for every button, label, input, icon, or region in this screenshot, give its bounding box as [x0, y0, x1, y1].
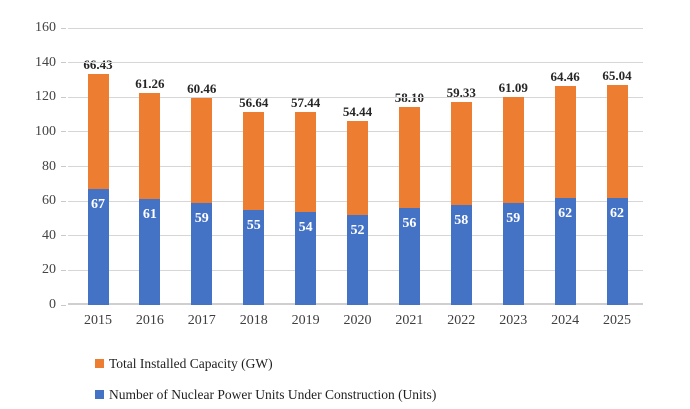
- y-axis-label-120: 120: [35, 89, 56, 105]
- bar-capacity-2016: [139, 93, 161, 200]
- bar-units-2023: [502, 202, 524, 305]
- units-label-2020: 52: [350, 222, 365, 238]
- y-tick-160: [61, 27, 66, 29]
- legend-swatch-icon-1: [95, 390, 104, 399]
- y-axis-label-0: 0: [49, 297, 56, 312]
- y-axis-label-160: 160: [35, 20, 56, 35]
- legend-item-1: Number of Nuclear Power Units Under Cons…: [95, 379, 436, 409]
- x-axis-label-2021: 2021: [395, 313, 424, 328]
- y-tick-60: [61, 200, 66, 202]
- x-axis-label-2017: 2017: [187, 313, 216, 328]
- x-axis-label-2023: 2023: [499, 313, 528, 328]
- bar-capacity-2021: [398, 107, 420, 209]
- y-tick-120: [61, 96, 66, 98]
- legend-label-1: Number of Nuclear Power Units Under Cons…: [109, 386, 437, 402]
- x-axis-label-2016: 2016: [135, 313, 164, 328]
- bar-capacity-2024: [554, 86, 576, 198]
- y-tick-20: [61, 269, 66, 271]
- x-axis-label-2019: 2019: [291, 313, 320, 328]
- legend-item-0: Total Installed Capacity (GW): [95, 348, 436, 379]
- capacity-label-2024: 64.46: [550, 69, 580, 85]
- units-label-2024: 62: [558, 205, 573, 221]
- units-label-2018: 55: [246, 217, 261, 233]
- capacity-label-2021: 58.10: [394, 90, 425, 106]
- bar-capacity-2015: [87, 74, 109, 190]
- bar-units-2016: [139, 199, 161, 305]
- gridline-160: [68, 27, 643, 29]
- capacity-label-2022: 59.33: [446, 84, 476, 100]
- bar-capacity-2019: [295, 112, 317, 212]
- units-label-2017: 59: [194, 210, 209, 226]
- capacity-label-2018: 56.64: [239, 94, 269, 110]
- y-axis-label-100: 100: [35, 123, 56, 139]
- bar-units-2025: [606, 197, 628, 305]
- units-label-2019: 54: [298, 219, 313, 235]
- units-label-2025: 62: [610, 205, 624, 221]
- units-label-2021: 56: [402, 216, 417, 232]
- bar-units-2017: [191, 202, 213, 305]
- y-tick-80: [61, 166, 66, 167]
- bar-capacity-2025: [606, 85, 628, 198]
- bar-units-2018: [243, 209, 265, 305]
- capacity-label-2017: 60.46: [187, 81, 217, 97]
- gridline-120: [68, 96, 643, 98]
- units-label-2023: 59: [506, 210, 521, 226]
- bar-units-2020: [347, 214, 368, 305]
- bar-units-2015: [87, 189, 109, 305]
- x-axis-label-2025: 2025: [603, 313, 631, 328]
- y-axis-label-60: 60: [42, 193, 56, 209]
- y-tick-0: [61, 304, 66, 306]
- y-axis-label-40: 40: [42, 227, 56, 243]
- legend: Total Installed Capacity (GW) Number of N…: [95, 348, 436, 409]
- x-axis-label-2018: 2018: [239, 313, 268, 328]
- legend-label-0: Total Installed Capacity (GW): [109, 355, 273, 371]
- y-tick-140: [61, 62, 66, 64]
- bar-capacity-2022: [450, 101, 472, 205]
- y-axis-label-140: 140: [35, 54, 56, 70]
- capacity-label-2019: 57.44: [290, 95, 321, 111]
- bar-units-2022: [450, 204, 472, 305]
- x-axis-label-2015: 2015: [84, 313, 112, 328]
- bar-capacity-2018: [243, 111, 265, 210]
- y-tick-40: [61, 235, 66, 237]
- legend-swatch-icon-0: [95, 359, 104, 368]
- units-label-2016: 61: [142, 207, 157, 223]
- y-axis-label-80: 80: [42, 158, 56, 174]
- bar-capacity-2023: [502, 97, 524, 203]
- x-axis-label-2022: 2022: [447, 313, 476, 328]
- plot-area: 67 66.43 61 61.26 59 60.46 55 56.64 54 57.44 52 54.…: [61, 27, 643, 306]
- capacity-label-2023: 61.09: [498, 80, 528, 96]
- bar-units-2024: [554, 197, 576, 305]
- units-label-2015: 67: [91, 197, 105, 212]
- y-axis-label-20: 20: [42, 262, 56, 278]
- bar-units-2021: [398, 208, 420, 305]
- units-label-2022: 58: [454, 212, 469, 228]
- y-tick-100: [61, 131, 66, 133]
- capacity-label-2015: 66.43: [83, 57, 113, 72]
- bar-capacity-2017: [191, 98, 213, 203]
- x-axis-label-2024: 2024: [551, 313, 580, 328]
- x-axis-label-2020: 2020: [343, 313, 372, 328]
- capacity-label-2025: 65.04: [602, 68, 632, 84]
- gridline-140: [68, 62, 643, 64]
- capacity-label-2020: 54.44: [342, 103, 373, 119]
- capacity-label-2016: 61.26: [135, 76, 165, 92]
- bar-capacity-2020: [347, 120, 368, 215]
- bar-units-2019: [295, 211, 317, 305]
